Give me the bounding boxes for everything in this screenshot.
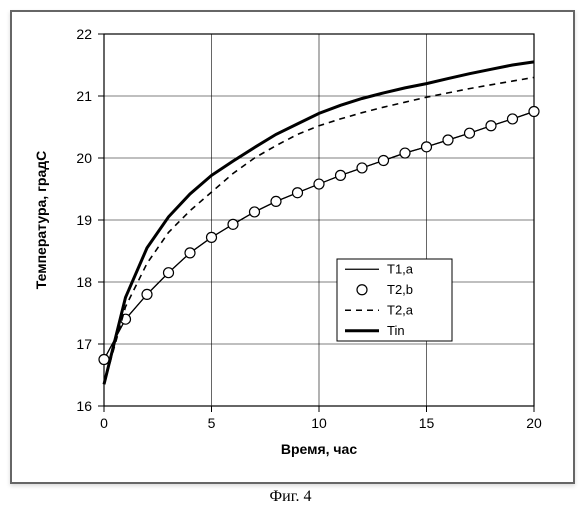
y-tick-label: 22: [76, 26, 92, 42]
marker-T2,b: [293, 188, 303, 198]
legend-label: T2,b: [387, 282, 413, 297]
y-tick-label: 17: [76, 336, 92, 352]
marker-T2,b: [508, 114, 518, 124]
marker-T2,b: [357, 163, 367, 173]
marker-T2,b: [443, 135, 453, 145]
marker-T2,b: [336, 170, 346, 180]
x-axis-label: Время, час: [281, 441, 357, 457]
marker-T2,b: [529, 107, 539, 117]
x-tick-label: 0: [100, 415, 108, 431]
legend-label: T2,a: [387, 302, 414, 317]
chart-svg: 0 5 10 15 20 16 17 18 19 20 21 22 Время, час Температ…: [12, 12, 573, 482]
figure-caption: Фиг. 4: [10, 488, 571, 506]
y-tick-label: 21: [76, 88, 92, 104]
marker-T2,b: [207, 232, 217, 242]
marker-T2,b: [185, 248, 195, 258]
marker-T2,b: [400, 148, 410, 158]
marker-T2,b: [465, 128, 475, 138]
y-tick-label: 20: [76, 150, 92, 166]
marker-T2,b: [250, 207, 260, 217]
x-tick-label: 15: [419, 415, 435, 431]
legend-label: Tin: [387, 323, 405, 338]
marker-T2,b: [314, 179, 324, 189]
marker-T2,b: [486, 121, 496, 131]
legend-label: T1,a: [387, 261, 414, 276]
marker-T2,b: [379, 155, 389, 165]
marker-T2,b: [164, 268, 174, 278]
marker-T2,b: [422, 142, 432, 152]
figure-frame: 0 5 10 15 20 16 17 18 19 20 21 22 Время, час Температ…: [10, 10, 575, 484]
marker-T2,b: [99, 355, 109, 365]
y-axis-label: Температура, градС: [33, 151, 49, 289]
x-tick-label: 5: [208, 415, 216, 431]
y-tick-label: 16: [76, 398, 92, 414]
legend-swatch: [357, 285, 367, 295]
x-tick-label: 10: [311, 415, 327, 431]
marker-T2,b: [228, 219, 238, 229]
marker-T2,b: [142, 289, 152, 299]
marker-T2,b: [271, 196, 281, 206]
y-tick-label: 18: [76, 274, 92, 290]
x-tick-label: 20: [526, 415, 542, 431]
y-tick-label: 19: [76, 212, 92, 228]
